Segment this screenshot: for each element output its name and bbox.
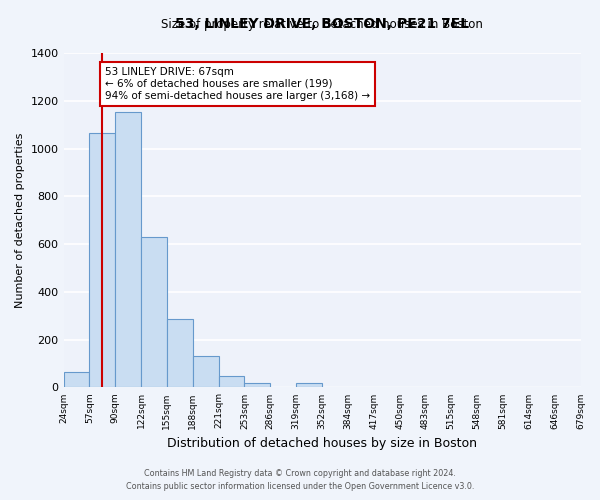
Bar	[244, 382, 271, 388]
Text: 53 LINLEY DRIVE: 67sqm
← 6% of detached houses are smaller (199)
94% of semi-det: 53 LINLEY DRIVE: 67sqm ← 6% of detached …	[105, 68, 370, 100]
Bar	[141, 237, 167, 388]
Bar	[89, 133, 115, 388]
Text: Contains HM Land Registry data © Crown copyright and database right 2024.
Contai: Contains HM Land Registry data © Crown c…	[126, 469, 474, 491]
Text: Size of property relative to detached houses in Boston: Size of property relative to detached ho…	[161, 18, 483, 32]
Bar	[64, 372, 89, 388]
Title: 53, LINLEY DRIVE, BOSTON, PE21 7EL: 53, LINLEY DRIVE, BOSTON, PE21 7EL	[175, 17, 469, 31]
Bar	[296, 383, 322, 388]
Bar	[167, 320, 193, 388]
Y-axis label: Number of detached properties: Number of detached properties	[15, 132, 25, 308]
Bar	[193, 356, 218, 388]
Bar	[115, 112, 141, 388]
X-axis label: Distribution of detached houses by size in Boston: Distribution of detached houses by size …	[167, 437, 477, 450]
Bar	[218, 376, 244, 388]
